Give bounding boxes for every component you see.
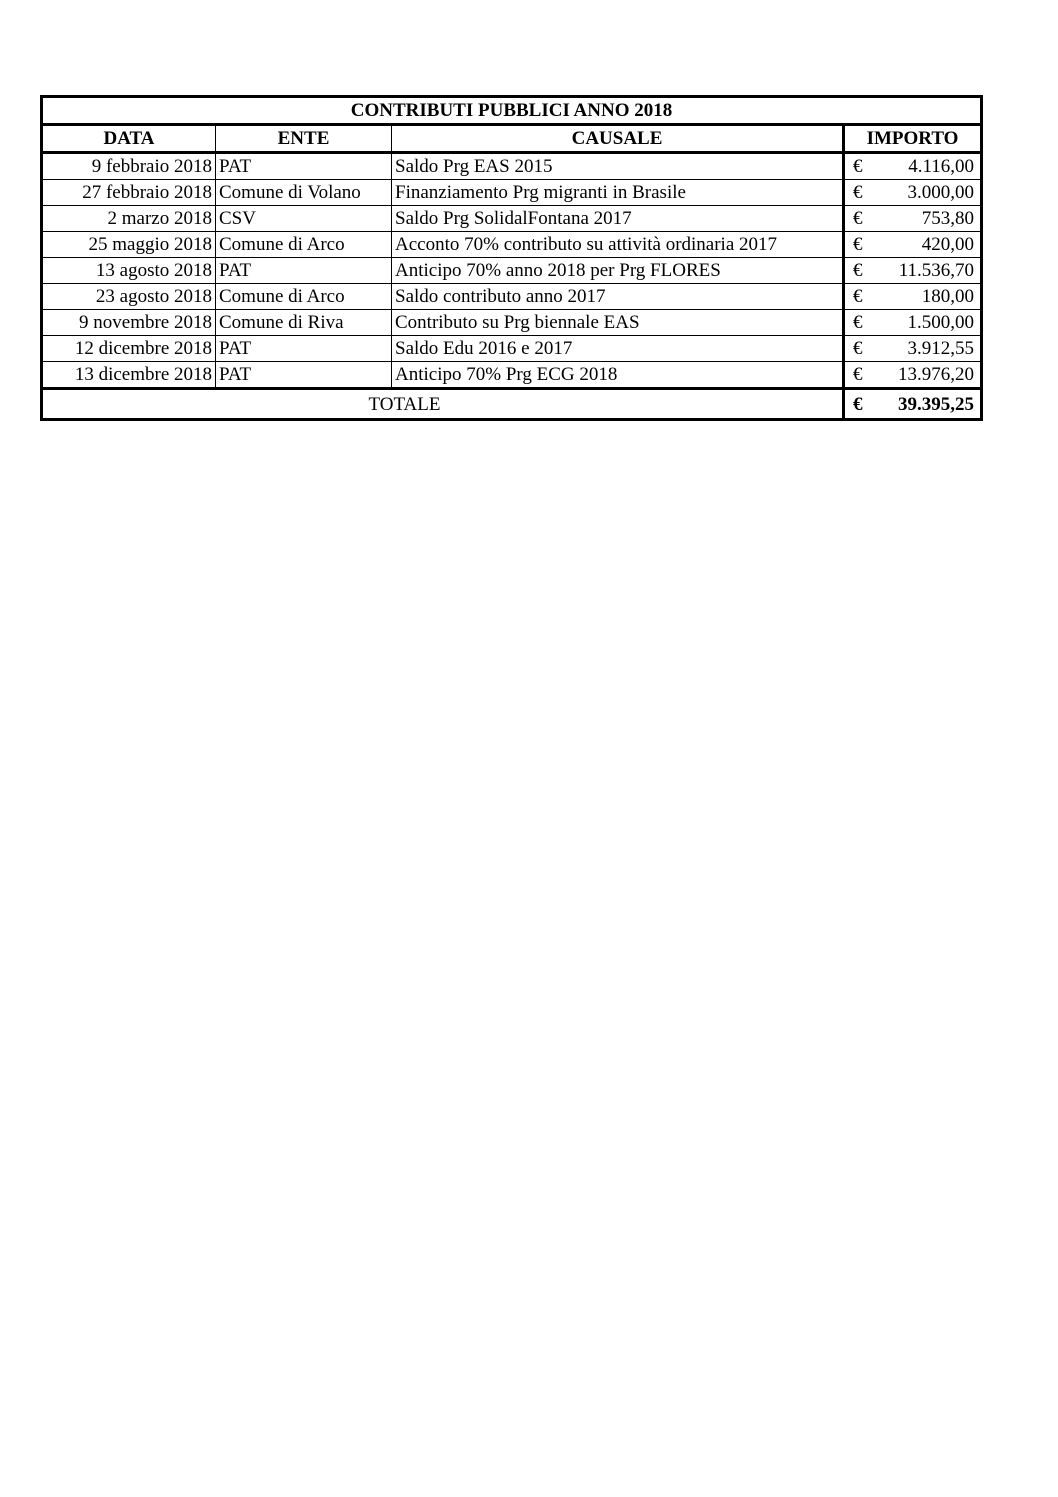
currency-symbol: €	[853, 286, 863, 307]
table-title: CONTRIBUTI PUBBLICI ANNO 2018	[40, 96, 983, 126]
cell-ente: CSV	[215, 205, 392, 232]
cell-importo: 1.500,00	[907, 312, 975, 333]
cell-data: 12 dicembre 2018	[41, 335, 216, 362]
cell-importo: 4.116,00	[908, 156, 975, 177]
cell-ente: Comune di Riva	[215, 309, 392, 336]
table-row: 2 marzo 2018 CSV Saldo Prg SolidalFontan…	[41, 205, 983, 232]
table-row: 13 dicembre 2018 PAT Anticipo 70% Prg EC…	[41, 361, 983, 389]
cell-ente: Comune di Arco	[215, 231, 392, 258]
cell-data: 2 marzo 2018	[41, 205, 216, 232]
cell-importo: 13.976,20	[898, 364, 975, 385]
cell-data: 9 novembre 2018	[41, 309, 216, 336]
cell-ente: PAT	[215, 257, 392, 284]
currency-symbol: €	[853, 208, 863, 229]
cell-importo: 11.536,70	[898, 260, 975, 281]
cell-causale: Saldo contributo anno 2017	[391, 283, 844, 310]
cell-ente: Comune di Arco	[215, 283, 392, 310]
cell-importo: 180,00	[921, 286, 975, 307]
header-causale: CAUSALE	[391, 124, 844, 154]
cell-ente: PAT	[215, 152, 392, 180]
total-row: TOTALE €39.395,25	[41, 387, 983, 420]
total-amount: 39.395,25	[898, 393, 975, 415]
table-row: 12 dicembre 2018 PAT Saldo Edu 2016 e 20…	[41, 335, 983, 362]
cell-importo: 753,80	[921, 208, 975, 229]
table-row: 9 novembre 2018 Comune di Riva Contribut…	[41, 309, 983, 336]
cell-data: 25 maggio 2018	[41, 231, 216, 258]
cell-ente: PAT	[215, 335, 392, 362]
table-row: 9 febbraio 2018 PAT Saldo Prg EAS 2015 €…	[41, 152, 983, 180]
currency-symbol: €	[853, 234, 863, 255]
cell-causale: Contributo su Prg biennale EAS	[391, 309, 844, 336]
cell-importo: 3.000,00	[907, 182, 975, 203]
currency-symbol: €	[853, 312, 863, 333]
header-importo: IMPORTO	[841, 124, 983, 154]
currency-symbol: €	[853, 393, 863, 415]
table-row: 25 maggio 2018 Comune di Arco Acconto 70…	[41, 231, 983, 258]
cell-causale: Anticipo 70% Prg ECG 2018	[391, 361, 844, 389]
currency-symbol: €	[853, 338, 863, 359]
header-ente: ENTE	[215, 124, 392, 154]
cell-data: 9 febbraio 2018	[41, 152, 216, 180]
cell-causale: Acconto 70% contributo su attività ordin…	[391, 231, 844, 258]
header-data: DATA	[41, 124, 216, 154]
cell-causale: Finanziamento Prg migranti in Brasile	[391, 179, 844, 206]
cell-data: 13 agosto 2018	[41, 257, 216, 284]
currency-symbol: €	[853, 156, 863, 177]
table-row: 27 febbraio 2018 Comune di Volano Finanz…	[41, 179, 983, 206]
cell-importo: 420,00	[921, 234, 975, 255]
cell-causale: Saldo Prg SolidalFontana 2017	[391, 205, 844, 232]
currency-symbol: €	[853, 364, 863, 385]
cell-causale: Saldo Edu 2016 e 2017	[391, 335, 844, 362]
contributions-table: CONTRIBUTI PUBBLICI ANNO 2018 DATA ENTE …	[40, 95, 984, 421]
currency-symbol: €	[853, 260, 863, 281]
table-row: 23 agosto 2018 Comune di Arco Saldo cont…	[41, 283, 983, 310]
total-label: TOTALE	[41, 387, 844, 420]
cell-ente: PAT	[215, 361, 392, 389]
currency-symbol: €	[853, 182, 863, 203]
cell-data: 23 agosto 2018	[41, 283, 216, 310]
table-row: 13 agosto 2018 PAT Anticipo 70% anno 201…	[41, 257, 983, 284]
cell-data: 13 dicembre 2018	[41, 361, 216, 389]
cell-data: 27 febbraio 2018	[41, 179, 216, 206]
cell-causale: Saldo Prg EAS 2015	[391, 152, 844, 180]
cell-ente: Comune di Volano	[215, 179, 392, 206]
cell-importo: 3.912,55	[907, 338, 975, 359]
cell-causale: Anticipo 70% anno 2018 per Prg FLORES	[391, 257, 844, 284]
